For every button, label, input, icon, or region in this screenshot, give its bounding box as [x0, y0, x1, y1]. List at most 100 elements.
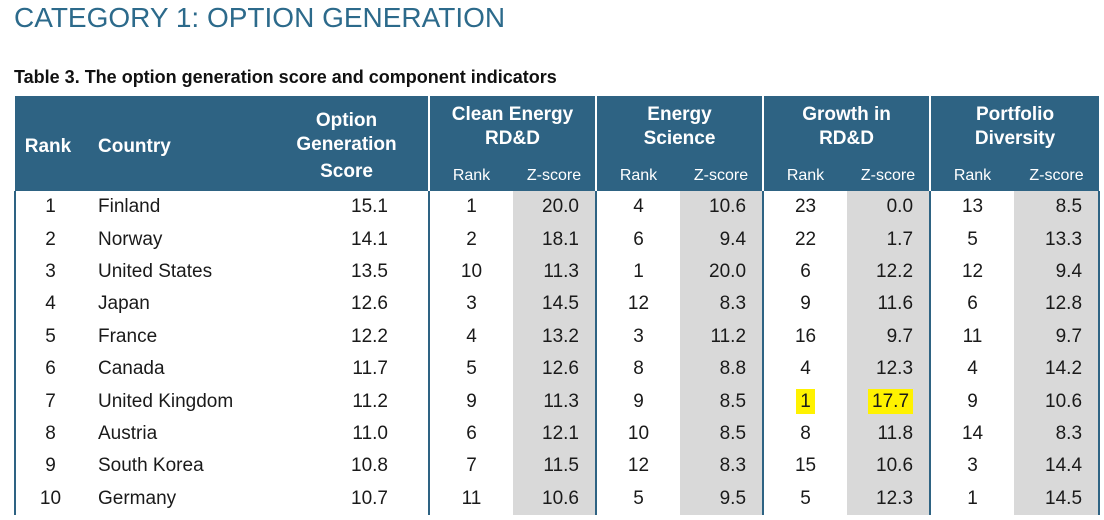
cell-portfolio-rank: 12 — [929, 255, 1015, 289]
cell-clean-energy-zscore: 11.3 — [513, 255, 596, 289]
cell-energy-science-rank: 5 — [595, 482, 680, 515]
cell-energy-science-rank: 8 — [595, 352, 680, 386]
cell-clean-energy-zscore: 12.1 — [513, 417, 596, 451]
cell-rank: 7 — [14, 385, 85, 418]
table-row: 10 Germany 10.7 11 10.6 5 9.5 5 12.3 1 14.5 — [14, 482, 1101, 515]
cell-score: 11.7 — [352, 358, 388, 380]
cell-country: Canada — [98, 358, 165, 380]
table-row: 8 Austria 11.0 6 12.1 10 8.5 8 11.8 14 8.3 — [14, 417, 1101, 451]
cell-growth-zscore: 9.7 — [847, 320, 931, 353]
cell-country: Germany — [98, 487, 177, 509]
cell-country: United Kingdom — [98, 390, 234, 412]
cell-portfolio-zscore: 8.3 — [1014, 417, 1101, 451]
cell-energy-science-rank: 6 — [595, 223, 680, 256]
header-group-line1: Growth in — [802, 104, 891, 125]
subheader-rank: Rank — [929, 161, 1015, 191]
table-row: 9 South Korea 10.8 7 11.5 12 8.3 15 10.6 3 14.4 — [14, 450, 1101, 483]
cell-energy-science-zscore: 10.6 — [680, 191, 764, 224]
cell-country: Finland — [98, 196, 161, 218]
cell-portfolio-zscore: 10.6 — [1014, 385, 1101, 418]
cell-country: France — [98, 325, 158, 347]
cell-growth-zscore: 12.3 — [847, 482, 931, 515]
cell-rank: 5 — [14, 320, 85, 353]
cell-score: 10.7 — [351, 487, 388, 509]
cell-energy-science-zscore: 9.4 — [680, 223, 764, 256]
cell-growth-zscore: 17.7 — [847, 385, 931, 418]
cell-clean-energy-zscore: 18.1 — [513, 223, 596, 256]
cell-growth-rank: 4 — [762, 352, 848, 386]
cell-energy-science-zscore: 8.8 — [680, 352, 764, 386]
header-group-line1: Portfolio — [975, 104, 1055, 125]
cell-energy-science-rank: 12 — [595, 450, 680, 483]
table-row: 6 Canada 11.7 5 12.6 8 8.8 4 12.3 4 14.2 — [14, 352, 1101, 386]
cell-energy-science-zscore: 20.0 — [680, 255, 764, 289]
cell-growth-rank: 9 — [762, 288, 848, 321]
cell-clean-energy-zscore: 11.5 — [513, 450, 596, 483]
cell-clean-energy-rank: 9 — [428, 385, 513, 418]
cell-clean-energy-zscore: 10.6 — [513, 482, 596, 515]
cell-score: 13.5 — [351, 260, 388, 282]
highlighted-value: 17.7 — [868, 388, 914, 414]
header-score-line1: Option — [315, 109, 378, 131]
cell-country: Norway — [98, 228, 163, 250]
cell-growth-rank: 5 — [762, 482, 848, 515]
cell-rank: 1 — [14, 191, 85, 224]
cell-rank: 4 — [14, 288, 85, 321]
table-row: 7 United Kingdom 11.2 9 11.3 9 8.5 1 17.7 9 10.6 — [14, 385, 1101, 418]
cell-growth-rank: 8 — [762, 417, 848, 451]
header-group-growth-rdd: Growth in RD&D — [762, 96, 931, 161]
header-group-line2: Diversity — [974, 128, 1056, 149]
cell-clean-energy-zscore: 20.0 — [513, 191, 596, 224]
cell-portfolio-rank: 4 — [929, 352, 1015, 386]
header-rank: Rank — [15, 96, 85, 191]
cell-portfolio-rank: 6 — [929, 288, 1015, 321]
header-country: Country — [85, 96, 265, 191]
subheader-rank: Rank — [428, 161, 513, 191]
subheader-zscore: Z-score — [680, 161, 764, 191]
cell-portfolio-zscore: 13.3 — [1014, 223, 1101, 256]
cell-score: 15.1 — [351, 196, 388, 218]
cell-portfolio-zscore: 14.5 — [1014, 482, 1101, 515]
header-group-energy-science: Energy Science — [594, 96, 764, 161]
cell-growth-zscore: 11.8 — [847, 417, 931, 451]
cell-growth-zscore: 0.0 — [847, 191, 931, 224]
cell-score: 10.8 — [351, 455, 388, 477]
cell-energy-science-zscore: 8.5 — [680, 385, 764, 418]
subheader-rank: Rank — [762, 161, 848, 191]
cell-rank: 6 — [14, 352, 85, 386]
cell-rank: 3 — [14, 255, 85, 289]
cell-score: 11.0 — [352, 422, 388, 444]
table-body: 1 Finland 15.1 1 20.0 4 10.6 23 0.0 13 8.5 2 Norway 1… — [14, 191, 1101, 515]
cell-clean-energy-zscore: 12.6 — [513, 352, 596, 386]
cell-growth-zscore: 12.3 — [847, 352, 931, 386]
header-group-line2: Science — [643, 128, 716, 149]
header-group-line2: RD&D — [485, 128, 540, 149]
cell-clean-energy-zscore: 14.5 — [513, 288, 596, 321]
cell-clean-energy-rank: 1 — [428, 191, 513, 224]
cell-energy-science-zscore: 8.5 — [680, 417, 764, 451]
cell-rank: 2 — [14, 223, 85, 256]
cell-growth-zscore: 1.7 — [847, 223, 931, 256]
cell-rank: 9 — [14, 450, 85, 483]
cell-growth-zscore: 11.6 — [847, 288, 931, 321]
section-heading: CATEGORY 1: OPTION GENERATION — [14, 2, 506, 33]
cell-growth-rank: 6 — [762, 255, 848, 289]
cell-energy-science-zscore: 8.3 — [680, 450, 764, 483]
header-group-portfolio-diversity: Portfolio Diversity — [929, 96, 1100, 161]
cell-country: United States — [98, 260, 213, 282]
cell-portfolio-rank: 9 — [929, 385, 1015, 418]
header-score-line2: Generation — [296, 133, 397, 155]
header-group-line1: Energy — [647, 104, 712, 125]
cell-clean-energy-rank: 4 — [428, 320, 513, 353]
cell-portfolio-zscore: 9.7 — [1014, 320, 1101, 353]
cell-portfolio-rank: 14 — [929, 417, 1015, 451]
cell-energy-science-rank: 10 — [595, 417, 680, 451]
cell-clean-energy-rank: 3 — [428, 288, 513, 321]
cell-clean-energy-zscore: 13.2 — [513, 320, 596, 353]
cell-portfolio-rank: 13 — [929, 191, 1015, 224]
cell-portfolio-zscore: 14.4 — [1014, 450, 1101, 483]
cell-growth-rank: 22 — [762, 223, 848, 256]
cell-rank: 10 — [14, 482, 85, 515]
cell-clean-energy-zscore: 11.3 — [513, 385, 596, 418]
cell-clean-energy-rank: 6 — [428, 417, 513, 451]
